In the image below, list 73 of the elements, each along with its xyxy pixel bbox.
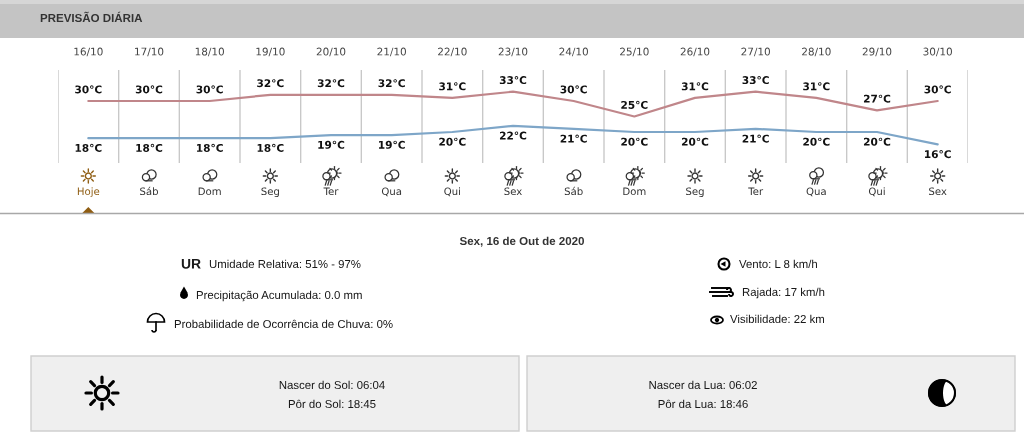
x-tick-label: 23/10 (498, 47, 528, 57)
data-label: 19°C (379, 140, 405, 149)
text: Sex, 16 de Out de 2020 (459, 236, 585, 247)
text: Nascer do Sol: 06:04 (279, 380, 385, 390)
text: Pôr da Lua: 18:46 (658, 399, 748, 409)
x-tick-label: 20/10 (316, 47, 346, 57)
x-tick-label: 30/10 (923, 47, 952, 57)
text: Qua (381, 187, 402, 197)
data-label: 31°C (803, 82, 830, 91)
text: Vento: L 8 km/h (739, 259, 817, 269)
data-label: 20°C (439, 137, 466, 146)
data-label: 30°C (75, 85, 102, 94)
x-tick-label: 21/10 (377, 47, 406, 57)
text: Nascer da Lua: 06:02 (649, 380, 757, 390)
data-label: 20°C (803, 137, 830, 146)
x-tick-label: 16/10 (74, 47, 103, 57)
data-label: 18°C (75, 143, 102, 152)
text: Qua (806, 187, 826, 197)
data-label: 32°C (378, 79, 405, 88)
data-label: 30°C (196, 85, 223, 94)
data-label: 27°C (863, 94, 891, 103)
data-label: 30°C (560, 85, 587, 94)
text: Sáb (564, 186, 583, 196)
x-tick-label: 19/10 (256, 47, 285, 57)
data-label: 32°C (317, 79, 345, 88)
data-label: 18°C (197, 143, 223, 152)
text: Sáb (140, 186, 158, 196)
data-label: 18°C (136, 143, 163, 152)
text: Rajada: 17 km/h (742, 287, 825, 299)
data-label: 25°C (621, 100, 648, 109)
data-label: 19°C (318, 140, 345, 149)
x-tick-label: 27/10 (741, 47, 770, 57)
text: Ter (748, 187, 764, 196)
text: Sex (504, 187, 522, 196)
text: Hoje (77, 187, 100, 198)
data-label: 31°C (681, 82, 709, 91)
data-label: 33°C (499, 76, 527, 85)
data-label: 30°C (924, 85, 951, 94)
chart-title: PREVISÃO DIÁRIA (40, 11, 143, 23)
data-label: 20°C (621, 137, 648, 146)
text: UR (181, 259, 201, 269)
data-label: 20°C (863, 137, 891, 146)
data-label: 30°C (135, 85, 163, 94)
text: Visibilidade: 22 km (730, 314, 824, 324)
data-label: 21°C (560, 134, 587, 143)
text: Umidade Relativa: 51% - 97% (209, 259, 361, 269)
data-label: 32°C (257, 79, 284, 88)
data-label: 20°C (681, 137, 709, 146)
x-tick-label: 22/10 (438, 47, 467, 57)
x-tick-label: 29/10 (862, 47, 892, 57)
x-tick-label: 17/10 (135, 47, 164, 57)
data-label: 31°C (439, 82, 466, 91)
text: Qui (868, 187, 885, 197)
data-label: 33°C (742, 76, 769, 85)
data-label: 18°C (257, 143, 284, 152)
data-label: 16°C (925, 150, 951, 159)
text: Sex (929, 187, 947, 196)
text: Probabilidade de Ocorrência de Chuva: 0% (174, 319, 393, 329)
x-tick-label: 26/10 (680, 47, 710, 57)
text: Dom (198, 187, 221, 196)
text: Dom (623, 187, 646, 196)
text: Qui (444, 187, 460, 197)
data-label: 22°C (499, 131, 527, 140)
text: Ter (323, 187, 339, 196)
x-tick-label: 18/10 (195, 47, 224, 57)
x-tick-label: 24/10 (559, 47, 588, 57)
text: Precipitação Acumulada: 0.0 mm (196, 290, 362, 302)
text: Seg (261, 187, 279, 198)
text: Seg (686, 187, 704, 198)
x-tick-label: 28/10 (802, 47, 831, 57)
text: Pôr do Sol: 18:45 (288, 399, 376, 409)
x-tick-label: 25/10 (620, 47, 649, 57)
data-label: 21°C (742, 134, 769, 143)
